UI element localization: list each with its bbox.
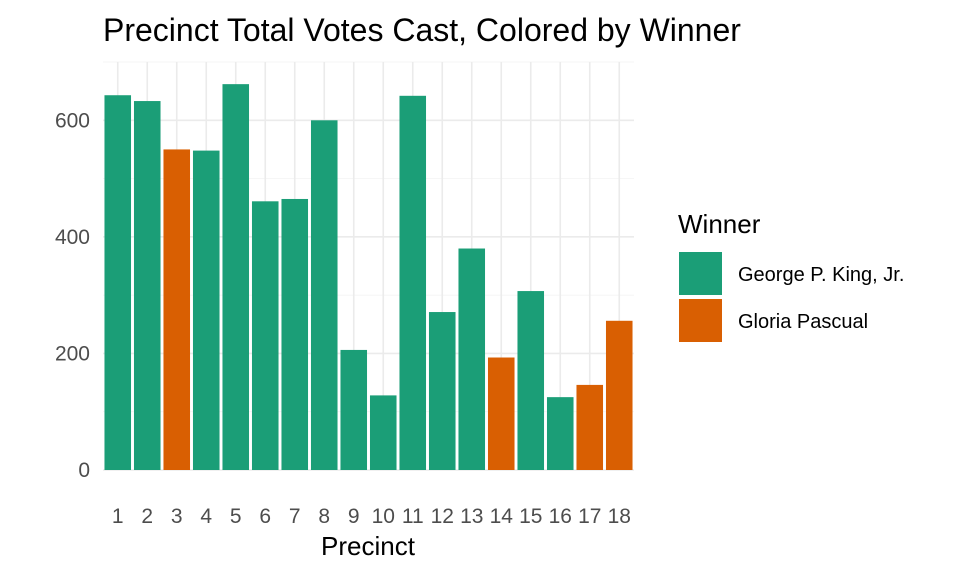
bar [517,291,545,470]
bar [163,149,191,470]
bar [605,320,633,470]
bar [487,357,515,470]
x-tick-label: 2 [141,505,153,528]
x-tick-label: 15 [519,505,542,528]
bar [310,120,338,471]
legend-title: Winner [678,209,761,239]
x-tick-label: 1 [112,505,124,528]
y-tick-label: 200 [55,342,90,365]
bars [104,84,633,471]
x-tick-label: 10 [372,505,395,528]
bar [458,248,486,470]
y-tick-label: 600 [55,109,90,132]
bar [104,95,132,471]
x-tick-label: 8 [318,505,330,528]
legend-label: Gloria Pascual [738,311,868,333]
x-tick-label: 17 [578,505,601,528]
x-tick-label: 11 [402,505,424,528]
bar [428,312,456,470]
bar [340,349,368,470]
bar [369,395,397,470]
legend: Winner George P. King, Jr. Gloria Pascual [678,209,904,342]
y-tick-label: 0 [78,459,90,482]
bar [222,84,250,471]
x-tick-label: 13 [460,505,483,528]
y-tick-label: 400 [55,226,90,249]
bar [133,101,161,471]
legend-swatch [679,252,722,295]
bar [192,150,220,470]
x-tick-label: 4 [200,505,212,528]
x-axis-title: Precinct [321,531,416,561]
x-tick-label: 3 [171,505,183,528]
x-tick-label: 6 [259,505,271,528]
x-tick-label: 14 [490,505,514,528]
y-axis-ticks: 0 200 400 600 [55,109,90,482]
x-axis-ticks: 1 2 3 4 5 6 7 8 9 10 11 12 13 14 15 16 17 18 [112,505,631,528]
bar [251,201,279,470]
bar [546,397,574,470]
bar [281,198,309,470]
bar [399,95,427,470]
legend-label: George P. King, Jr. [738,264,904,286]
bar [576,384,604,470]
x-tick-label: 12 [431,505,454,528]
x-tick-label: 5 [230,505,242,528]
x-tick-label: 16 [549,505,572,528]
x-tick-label: 7 [289,505,301,528]
legend-swatch [679,299,722,342]
x-tick-label: 18 [608,505,631,528]
x-tick-label: 9 [348,505,360,528]
chart-title: Precinct Total Votes Cast, Colored by Wi… [103,12,741,48]
